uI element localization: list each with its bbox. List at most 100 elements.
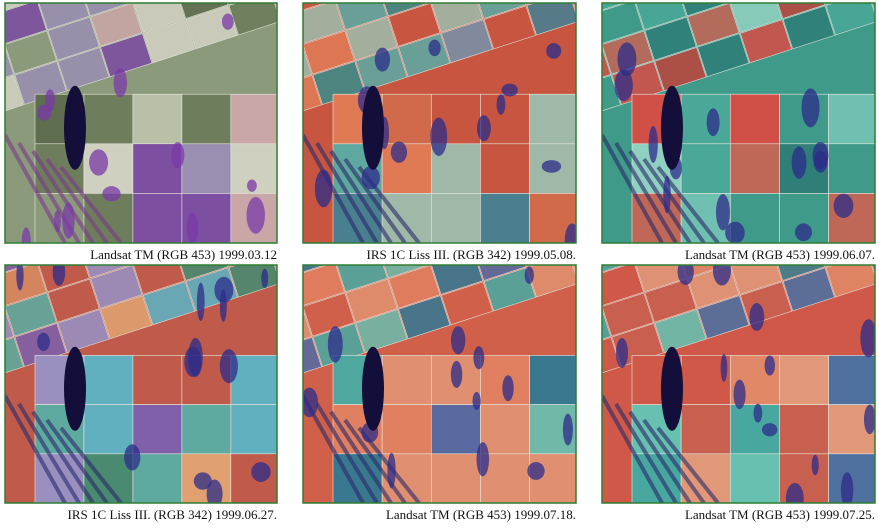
field xyxy=(825,3,875,36)
caption: Landsat TM (RGB 453) 1999.07.25. xyxy=(685,507,875,522)
blob xyxy=(251,462,271,482)
field xyxy=(782,5,835,50)
field xyxy=(828,453,875,503)
field xyxy=(602,306,612,351)
field xyxy=(602,292,654,337)
lake xyxy=(362,346,384,431)
blob xyxy=(524,266,534,284)
image-border xyxy=(302,2,577,244)
field xyxy=(430,453,481,503)
field xyxy=(90,265,143,309)
streak xyxy=(642,157,706,243)
streak xyxy=(5,394,67,503)
blob xyxy=(476,442,490,477)
field xyxy=(5,3,38,14)
blob xyxy=(863,404,875,435)
field xyxy=(680,143,731,194)
field xyxy=(480,193,530,243)
field xyxy=(133,265,186,295)
blob xyxy=(37,104,52,121)
image-border xyxy=(4,2,278,244)
blob xyxy=(720,353,728,382)
field xyxy=(5,30,57,75)
field xyxy=(680,404,731,455)
field xyxy=(303,30,355,75)
field xyxy=(602,265,635,276)
field xyxy=(381,93,432,145)
lake xyxy=(64,85,86,170)
lake xyxy=(362,85,384,170)
blob xyxy=(473,346,485,370)
field xyxy=(378,265,431,279)
blob xyxy=(541,160,562,173)
streak xyxy=(343,157,407,243)
field xyxy=(5,306,15,351)
field xyxy=(602,265,644,307)
blob xyxy=(472,391,481,410)
image-border xyxy=(4,264,278,504)
field xyxy=(57,309,110,354)
streak xyxy=(17,402,81,503)
field xyxy=(47,278,100,323)
blob xyxy=(712,265,731,286)
blob xyxy=(450,326,466,355)
blob xyxy=(753,403,763,423)
field xyxy=(133,3,186,33)
field xyxy=(697,295,750,340)
streak xyxy=(45,418,109,503)
field xyxy=(228,265,277,298)
field xyxy=(697,33,750,78)
blob xyxy=(21,227,31,243)
blob xyxy=(314,169,333,208)
field xyxy=(388,265,441,309)
field xyxy=(47,16,100,61)
field xyxy=(422,0,473,2)
satellite-image xyxy=(602,3,875,243)
streak xyxy=(329,149,393,243)
caption: Landsat TM (RGB 453) 1999.06.07. xyxy=(685,247,875,262)
blob xyxy=(303,387,319,418)
streak xyxy=(59,426,123,503)
image-border xyxy=(302,264,577,504)
field xyxy=(680,453,731,503)
blob xyxy=(801,88,820,128)
satellite-image xyxy=(303,265,576,503)
field xyxy=(230,404,277,455)
field xyxy=(37,3,90,31)
blob xyxy=(614,69,633,102)
field xyxy=(730,265,783,295)
field xyxy=(644,16,697,61)
field xyxy=(381,193,432,243)
field-strips xyxy=(303,0,576,119)
field xyxy=(480,404,530,455)
field xyxy=(132,193,183,243)
field xyxy=(132,93,183,145)
blob xyxy=(648,125,658,163)
field xyxy=(569,265,576,284)
field xyxy=(5,265,38,276)
streak xyxy=(614,141,678,243)
field xyxy=(124,0,175,2)
blob xyxy=(219,349,238,384)
field xyxy=(5,292,57,337)
blob xyxy=(733,379,746,410)
blob xyxy=(502,375,514,402)
field xyxy=(303,3,336,14)
blob xyxy=(102,186,121,202)
field xyxy=(602,44,612,89)
blob xyxy=(812,141,829,169)
blob xyxy=(794,223,813,242)
blob xyxy=(186,212,199,243)
field xyxy=(782,267,835,312)
field xyxy=(100,295,153,340)
satellite-image xyxy=(5,265,277,503)
field xyxy=(739,19,793,64)
field xyxy=(602,3,644,45)
field xyxy=(378,3,431,17)
field xyxy=(230,355,277,405)
streak xyxy=(315,141,379,243)
field xyxy=(181,404,232,455)
field xyxy=(57,47,110,92)
blob xyxy=(219,289,227,322)
field xyxy=(602,3,635,14)
